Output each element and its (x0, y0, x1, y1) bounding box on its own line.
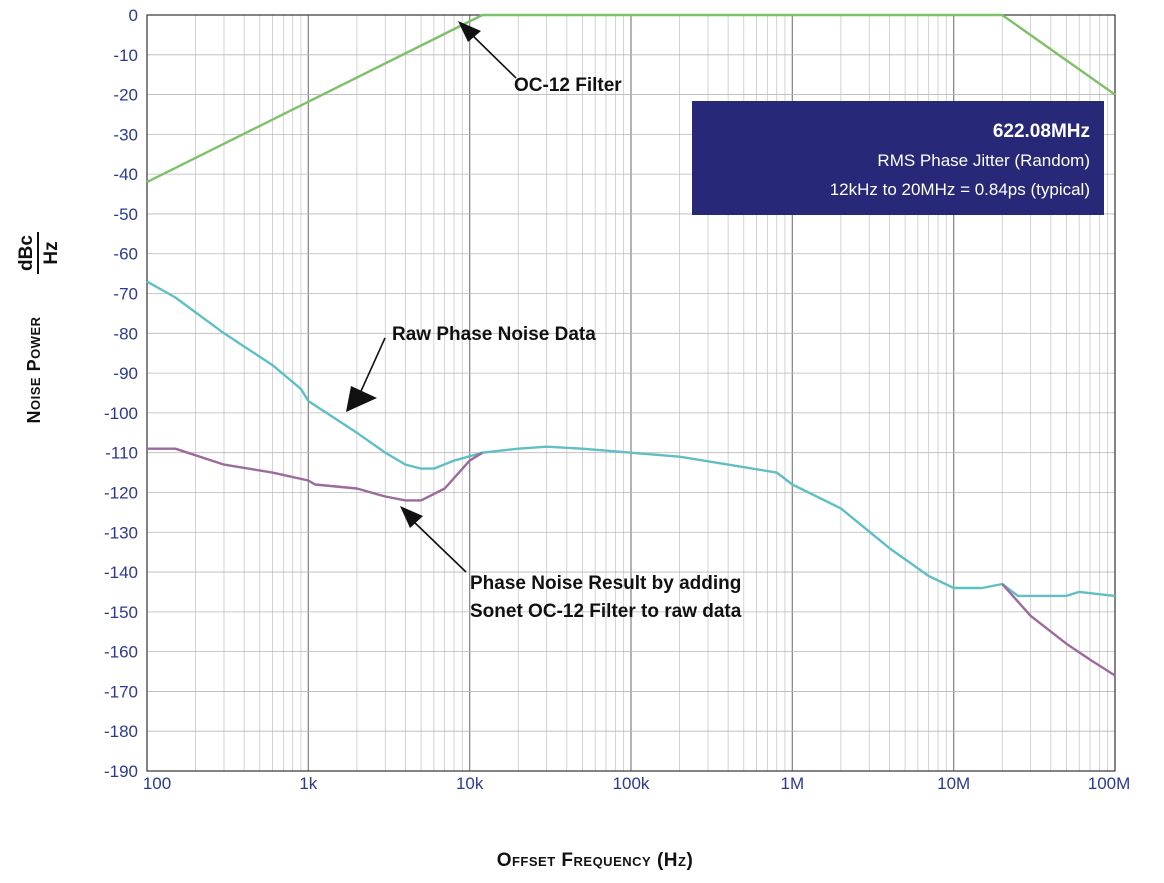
y-tick-label: -50 (113, 205, 138, 224)
y-tick-label: -110 (105, 444, 138, 463)
info-box-line2: 12kHz to 20MHz = 0.84ps (typical) (830, 180, 1090, 199)
x-tick-label: 100M (1088, 774, 1131, 793)
arrow-filter-line (469, 32, 517, 79)
y-axis-unit-numerator: dBc (16, 235, 37, 271)
x-tick-label: 1k (299, 774, 317, 793)
series-line-raw (146, 280, 1116, 598)
y-tick-label: -20 (113, 86, 138, 105)
y-tick-label: -180 (104, 722, 138, 741)
annotation-filtered: Phase Noise Result by adding Sonet OC-12… (400, 506, 742, 622)
y-axis-title-text: Noise Power (24, 316, 44, 423)
y-tick-label: -140 (104, 563, 138, 582)
arrow-raw-head (346, 386, 377, 412)
y-tick-label: -80 (113, 324, 138, 343)
series-line-filtered (147, 447, 484, 502)
annotation-filtered-label-2: Sonet OC-12 Filter to raw data (470, 601, 742, 622)
annotation-raw-label: Raw Phase Noise Data (392, 324, 596, 345)
annotation-filter: OC-12 Filter (458, 21, 622, 96)
y-tick-label: -30 (113, 125, 138, 144)
y-axis-title: Noise Power dBc Hz (16, 232, 62, 424)
x-tick-label: 10M (937, 774, 970, 793)
annotation-filtered-label-1: Phase Noise Result by adding (470, 573, 741, 594)
x-tick-label: 100k (613, 774, 650, 793)
y-tick-label: -70 (113, 285, 138, 304)
arrow-raw-line (356, 337, 386, 401)
x-tick-labels: 100 1k 10k 100k 1M 10M 100M (143, 774, 1130, 793)
y-tick-label: -100 (104, 404, 138, 423)
y-tick-label: -40 (113, 165, 138, 184)
y-tick-label: -190 (104, 762, 138, 781)
x-tick-label: 1M (781, 774, 805, 793)
y-tick-label: 0 (129, 6, 138, 25)
y-tick-label: -90 (113, 364, 138, 383)
y-tick-label: -60 (113, 245, 138, 264)
y-tick-labels: 0 -10 -20 -30 -40 -50 -60 -70 -80 -90 -100 -110 -120… (104, 6, 138, 781)
arrow-filter-head (458, 21, 481, 42)
info-box-background (692, 101, 1104, 215)
info-box: 622.08MHz RMS Phase Jitter (Random) 12kH… (692, 101, 1104, 215)
annotation-raw: Raw Phase Noise Data (346, 324, 596, 412)
arrow-filtered-head (400, 506, 423, 528)
series-layer (146, 13, 1116, 677)
y-tick-label: -10 (113, 46, 138, 65)
info-box-line1: RMS Phase Jitter (Random) (877, 151, 1090, 170)
y-tick-label: -150 (104, 603, 138, 622)
series-line-filtered-tail (1001, 583, 1116, 677)
y-axis-unit-denominator: Hz (41, 241, 62, 264)
y-tick-label: -130 (104, 523, 138, 542)
grid-lines (147, 15, 1115, 771)
info-box-title: 622.08MHz (993, 121, 1090, 142)
x-axis-title: Offset Frequency (Hz) (497, 850, 694, 871)
y-tick-label: -170 (104, 682, 138, 701)
x-tick-label: 100 (143, 774, 171, 793)
x-tick-label: 10k (456, 774, 484, 793)
annotation-filter-label: OC-12 Filter (514, 75, 622, 96)
y-tick-label: -160 (104, 643, 138, 662)
series-line-filter (146, 13, 1116, 184)
y-tick-label: -120 (104, 483, 138, 502)
arrow-filtered-line (411, 519, 467, 573)
